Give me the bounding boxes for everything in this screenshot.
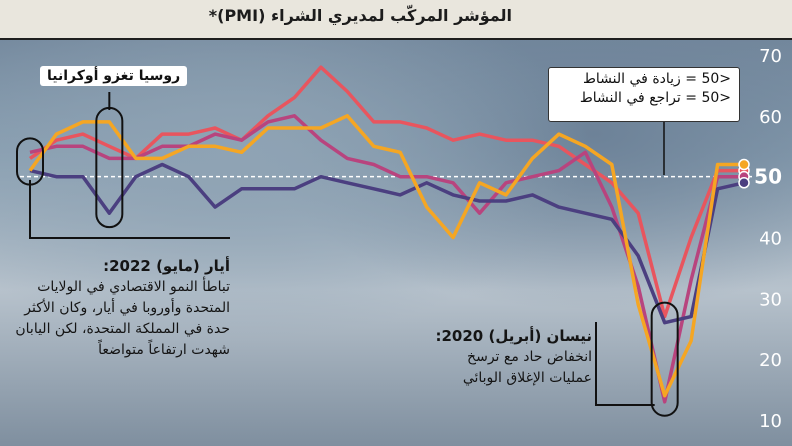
chart-title: المؤشر المركّب لمديري الشراء (PMI)* xyxy=(208,6,512,25)
series-end-point-orange xyxy=(738,158,750,171)
y-tick-label: 60 xyxy=(759,107,782,128)
russia-invasion-label: روسيا تغزو أوكرانيا xyxy=(40,66,188,86)
series-lines xyxy=(28,65,750,404)
annotation-apr-2020-head: نيسان (أبريل) 2020: xyxy=(435,327,593,345)
leader-apr-2020 xyxy=(595,322,655,406)
annotation-apr-2020-body: انخفاض حاد مع ترسخ عمليات الإغلاق الوبائ… xyxy=(462,349,592,386)
frame-apr-2020 xyxy=(650,301,679,417)
y-tick-label: 20 xyxy=(759,350,782,371)
series-line-orange xyxy=(28,114,744,398)
y-tick-label: 50 xyxy=(754,165,782,189)
annotation-apr-2020: نيسان (أبريل) 2020: انخفاض حاد مع ترسخ ع… xyxy=(427,326,593,389)
annotation-may-2022-head: أيار (مايو) 2022: xyxy=(103,257,230,275)
title-bar: المؤشر المركّب لمديري الشراء (PMI)* xyxy=(0,0,792,40)
y-axis-ticks: 10 20 30 40 50 60 70 xyxy=(754,46,782,432)
y-tick-label: 40 xyxy=(759,229,782,250)
frame-may-2022 xyxy=(16,137,44,186)
series-end-point-purple xyxy=(738,177,750,189)
y-tick-label: 30 xyxy=(759,289,782,310)
legend-line-increase: <50 = زيادة في النشاط xyxy=(582,71,731,87)
y-tick-label: 70 xyxy=(759,46,782,67)
y-tick-label: 10 xyxy=(759,411,782,432)
threshold-legend: <50 = زيادة في النشاط <50 = تراجع في الن… xyxy=(548,67,740,122)
annotation-leaders xyxy=(29,92,665,406)
series-line-red xyxy=(29,65,744,319)
frame-russia-invasion xyxy=(95,106,124,229)
annotation-may-2022: أيار (مايو) 2022: تباطأ النمو الاقتصادي … xyxy=(10,256,230,361)
leader-may-2022 xyxy=(29,180,230,239)
series-line-pink xyxy=(29,114,744,404)
annotation-may-2022-body: تباطأ النمو الاقتصادي في الولايات المتحد… xyxy=(15,279,230,358)
legend-line-decrease: <50 = تراجع في النشاط xyxy=(579,90,731,106)
